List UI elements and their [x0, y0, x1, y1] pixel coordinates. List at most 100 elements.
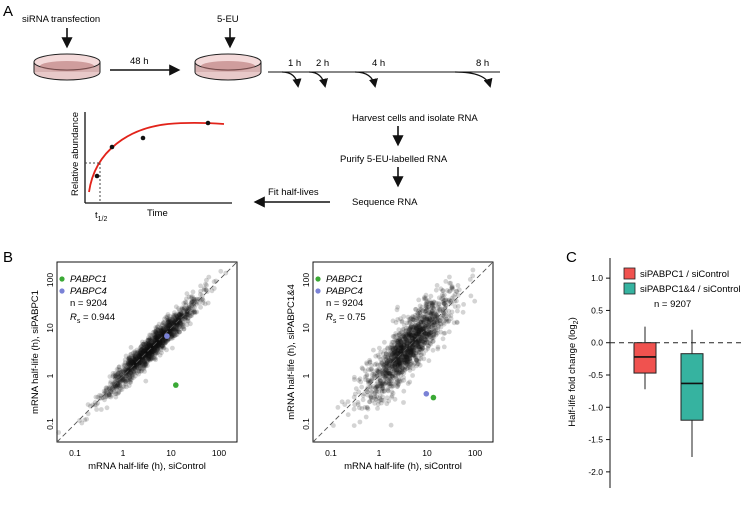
scatter-point [389, 389, 395, 395]
scatter-point [148, 356, 154, 362]
scatter-point [398, 345, 404, 351]
scatter-point [153, 344, 159, 349]
scatter-point [136, 353, 141, 359]
scatter-point [394, 367, 400, 373]
scatter-point [415, 361, 420, 367]
scatter-point [396, 350, 402, 356]
scatter-point [160, 328, 166, 334]
scatter-point [155, 335, 161, 341]
scatter-point [129, 359, 135, 365]
scatter-point [198, 304, 204, 310]
scatter-point [171, 331, 177, 337]
scatter-point [181, 316, 187, 322]
scatter-point [423, 330, 428, 336]
scatter-point [402, 348, 408, 354]
scatter-point [155, 333, 161, 339]
scatter-point [422, 341, 428, 346]
scatter-point [413, 354, 418, 359]
scatter-point [371, 373, 377, 379]
scatter-point [399, 348, 404, 354]
scatter-point [124, 364, 129, 370]
scatter-point [410, 335, 415, 341]
scatter-point [387, 371, 393, 376]
scatter-point [394, 354, 400, 360]
scatter-point [414, 326, 420, 332]
x-ticks-right: 0.1 1 10 100 [325, 448, 482, 458]
scatter-point [424, 302, 430, 307]
scatter-point [391, 360, 396, 366]
scatter-point [381, 398, 386, 403]
scatter-point [368, 394, 374, 400]
scatter-point [169, 334, 174, 340]
scatter-point [130, 372, 135, 378]
scatter-point [390, 364, 396, 370]
scatter-point [397, 358, 402, 364]
scatter-point [120, 377, 126, 383]
scatter-point [389, 347, 394, 353]
scatter-point [365, 392, 371, 398]
scatter-point [127, 356, 133, 361]
scatter-point [434, 330, 440, 336]
scatter-point [147, 356, 152, 362]
scatter-point [441, 321, 447, 327]
scatter-point [146, 356, 152, 362]
scatter-point [180, 316, 186, 322]
scatter-point [150, 346, 155, 352]
scatter-point [386, 380, 391, 386]
scatter-point [125, 362, 130, 368]
scatter-point [144, 344, 150, 350]
scatter-point [401, 355, 407, 361]
scatter-point [423, 330, 429, 336]
scatter-point [131, 359, 137, 365]
scatter-point [444, 317, 449, 322]
scatter-point [92, 400, 98, 405]
scatter-point [152, 334, 157, 339]
scatter-point [449, 309, 455, 315]
scatter-point [421, 319, 427, 324]
scatter-point [424, 326, 430, 332]
scatter-point [171, 317, 177, 323]
scatter-point [417, 347, 422, 352]
scatter-point [405, 352, 411, 357]
scatter-point [113, 376, 118, 381]
scatter-point [379, 397, 384, 403]
scatter-point [116, 382, 122, 388]
scatter-point [408, 333, 414, 339]
scatter-point [120, 368, 126, 374]
scatter-point [176, 322, 182, 328]
scatter-point [405, 354, 411, 359]
scatter-point [156, 341, 162, 346]
scatter-point [428, 300, 434, 306]
scatter-point [388, 355, 394, 360]
scatter-point [385, 368, 391, 374]
scatter-point [372, 362, 378, 367]
scatter-point [171, 324, 176, 330]
scatter-point [401, 333, 407, 339]
scatter-point [177, 323, 183, 329]
scatter-point [407, 330, 413, 336]
scatter-point [401, 340, 407, 346]
scatter-point [174, 329, 179, 335]
scatter-point [379, 383, 385, 389]
scatter-point [137, 360, 143, 366]
scatter-point [429, 300, 434, 306]
scatter-point [147, 336, 153, 342]
scatter-point [414, 358, 419, 363]
scatter-point [170, 318, 176, 324]
scatter-point [129, 359, 135, 364]
scatter-point [383, 351, 389, 357]
scatter-point [416, 356, 422, 361]
scatter-point [406, 352, 412, 358]
scatter-point [403, 351, 409, 357]
scatter-point [164, 328, 170, 334]
scatter-point [416, 339, 422, 344]
scatter-point [142, 359, 148, 364]
scatter-point [100, 395, 106, 401]
scatter-point [395, 356, 401, 361]
scatter-point [436, 301, 442, 306]
scatter-point [170, 332, 176, 338]
scatter-point [157, 327, 163, 333]
scatter-point [166, 316, 172, 322]
scatter-point [186, 312, 192, 318]
scatter-point [157, 345, 163, 351]
